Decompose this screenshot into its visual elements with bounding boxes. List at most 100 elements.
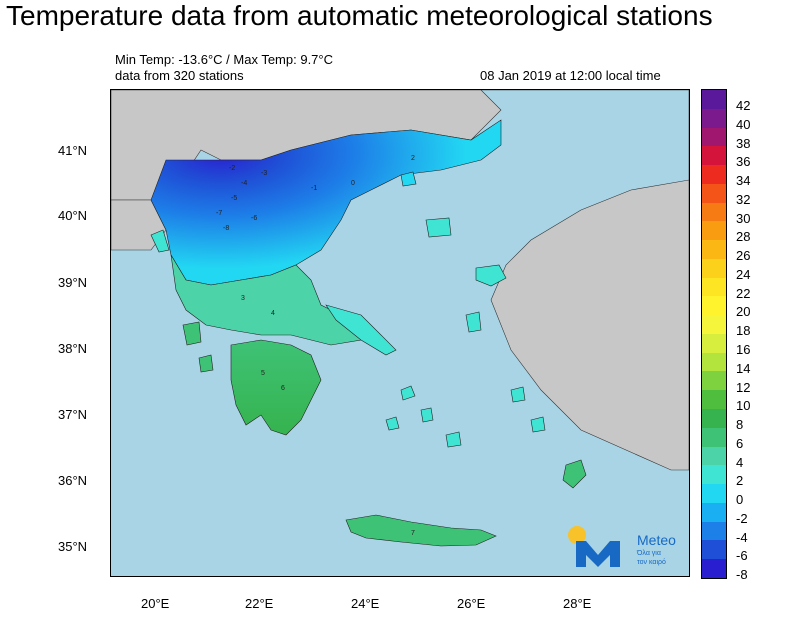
station-label: -5 xyxy=(231,195,237,202)
colorbar-swatch xyxy=(702,502,726,522)
dodecanese-island-1 xyxy=(510,386,526,403)
logo-tagline-2: τον καιρό xyxy=(637,559,666,566)
colorbar-swatch xyxy=(702,165,726,184)
page-title: Temperature data from automatic meteorol… xyxy=(6,0,713,31)
lemnos-island xyxy=(425,217,452,238)
min-max-temp: Min Temp: -13.6°C / Max Temp: 9.7°C xyxy=(115,52,333,67)
colorbar-swatch xyxy=(702,315,726,334)
corfu-island xyxy=(150,229,170,253)
colorbar-label: 24 xyxy=(736,266,751,282)
station-label: -3 xyxy=(261,170,267,177)
colorbar-label: 18 xyxy=(736,323,751,339)
map-canvas: -2 -4 -3 -5 -7 -8 -6 -1 0 2 3 4 5 6 7 xyxy=(111,90,689,547)
logo-tagline-1: Όλα για xyxy=(637,550,661,557)
colorbar-swatch xyxy=(702,277,726,297)
colorbar-label: 38 xyxy=(736,135,751,151)
colorbar-label: 34 xyxy=(736,173,751,189)
colorbar-swatch xyxy=(702,484,726,503)
colorbar-swatch xyxy=(702,258,726,278)
zakynthos-island xyxy=(198,354,214,373)
colorbar-swatch xyxy=(702,108,726,128)
colorbar-swatch xyxy=(702,221,726,241)
colorbar xyxy=(701,89,727,579)
peloponnese xyxy=(230,339,322,436)
station-label: -2 xyxy=(229,165,235,172)
station-label: 2 xyxy=(411,155,415,162)
temperature-map: -2 -4 -3 -5 -7 -8 -6 -1 0 2 3 4 5 6 7 xyxy=(110,89,690,577)
station-label: -6 xyxy=(251,215,257,222)
colorbar-label: 26 xyxy=(736,248,751,264)
turkey-land xyxy=(111,90,689,471)
colorbar-swatch xyxy=(702,371,726,391)
colorbar-swatch xyxy=(702,333,726,353)
cyclades-island-2 xyxy=(420,407,434,423)
station-label: 3 xyxy=(241,295,245,302)
colorbar-label: 22 xyxy=(736,285,751,301)
station-label: 7 xyxy=(411,530,415,537)
colorbar-swatch xyxy=(702,521,726,541)
cyclades-island-4 xyxy=(445,431,462,448)
station-label: -8 xyxy=(223,225,229,232)
lat-label-41: 41°N xyxy=(58,143,88,158)
lon-label-24: 24°E xyxy=(351,596,380,611)
evia-island xyxy=(325,304,397,356)
colorbar-label: 10 xyxy=(736,398,751,414)
station-label: 4 xyxy=(271,310,275,317)
colorbar-swatch xyxy=(702,183,726,203)
colorbar-swatch xyxy=(702,296,726,316)
lon-label-20: 20°E xyxy=(141,596,170,611)
lat-label-38: 38°N xyxy=(58,341,88,356)
lat-label-37: 37°N xyxy=(58,407,88,422)
station-label: 5 xyxy=(261,370,265,377)
cyclades-island-3 xyxy=(385,416,400,431)
station-label: 6 xyxy=(281,385,285,392)
colorbar-label: 30 xyxy=(736,210,751,226)
colorbar-swatch xyxy=(702,465,726,485)
colorbar-swatch xyxy=(702,146,726,166)
colorbar-swatch xyxy=(702,127,726,147)
colorbar-swatch xyxy=(702,90,726,109)
colorbar-label: 2 xyxy=(736,473,744,489)
lat-label-36: 36°N xyxy=(58,473,88,488)
colorbar-swatch xyxy=(702,559,726,578)
colorbar-label: 6 xyxy=(736,435,744,451)
lon-label-28: 28°E xyxy=(563,596,592,611)
station-label: -4 xyxy=(241,180,247,187)
colorbar-label: 4 xyxy=(736,454,744,470)
colorbar-label: -6 xyxy=(736,548,748,564)
colorbar-swatch xyxy=(702,390,726,410)
colorbar-swatch xyxy=(702,409,726,428)
lat-label-39: 39°N xyxy=(58,275,88,290)
colorbar-label: 8 xyxy=(736,417,744,433)
cyclades-island-1 xyxy=(400,385,416,401)
colorbar-label: 32 xyxy=(736,191,751,207)
colorbar-swatch xyxy=(702,540,726,560)
datetime-label: 08 Jan 2019 at 12:00 local time xyxy=(480,68,661,83)
station-count: data from 320 stations xyxy=(115,68,244,83)
colorbar-label: 0 xyxy=(736,492,744,508)
chios-island xyxy=(465,311,482,333)
meteo-logo: Meteo Όλα για τον καιρό xyxy=(566,523,686,575)
colorbar-label: 14 xyxy=(736,360,751,376)
colorbar-label: 40 xyxy=(736,116,751,132)
dodecanese-island-2 xyxy=(530,416,546,433)
thassos-island xyxy=(400,171,417,187)
colorbar-label: 42 xyxy=(736,98,751,113)
station-label: 0 xyxy=(351,180,355,187)
lon-label-22: 22°E xyxy=(245,596,274,611)
colorbar-label: -4 xyxy=(736,529,748,545)
colorbar-label: 16 xyxy=(736,342,751,357)
lat-label-35: 35°N xyxy=(58,539,88,554)
colorbar-swatch xyxy=(702,427,726,447)
colorbar-label: 20 xyxy=(736,304,751,320)
station-label: -7 xyxy=(216,210,222,217)
station-labels: -2 -4 -3 -5 -7 -8 -6 -1 0 2 3 4 5 6 7 xyxy=(216,155,415,537)
meteo-logo-mark xyxy=(568,526,620,567)
lesvos-island xyxy=(475,264,507,287)
colorbar-label: -2 xyxy=(736,510,748,526)
lon-label-26: 26°E xyxy=(457,596,486,611)
kefalonia-island xyxy=(182,321,202,346)
colorbar-label: -8 xyxy=(736,567,748,583)
logo-brand: Meteo xyxy=(637,532,676,548)
colorbar-swatch xyxy=(702,202,726,222)
